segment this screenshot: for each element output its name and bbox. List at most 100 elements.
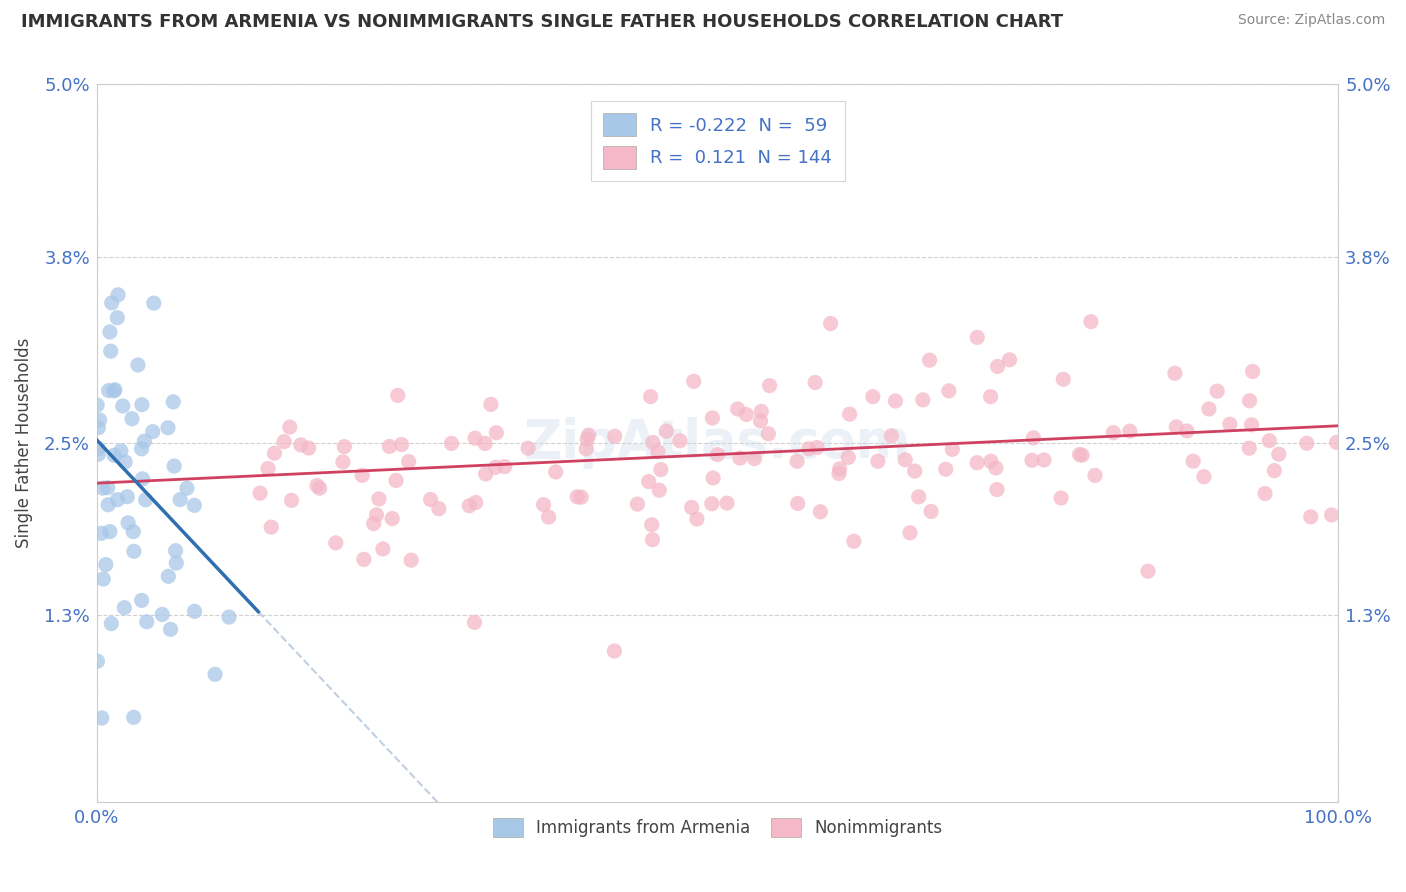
Point	[91, 481, 114, 495]
Point	[135, 492, 157, 507]
Point	[484, 460, 506, 475]
Point	[907, 490, 929, 504]
Point	[131, 442, 153, 456]
Point	[165, 556, 187, 570]
Point	[533, 498, 555, 512]
Point	[567, 490, 589, 504]
Point	[904, 464, 927, 478]
Point	[150, 607, 173, 622]
Point	[1182, 454, 1205, 468]
Point	[131, 593, 153, 607]
Point	[273, 434, 295, 449]
Point	[112, 600, 135, 615]
Point	[94, 558, 117, 572]
Point	[728, 451, 751, 466]
Point	[575, 442, 598, 456]
Point	[1166, 420, 1188, 434]
Point	[1258, 434, 1281, 448]
Point	[935, 462, 957, 476]
Point	[131, 472, 153, 486]
Point	[576, 433, 599, 447]
Point	[117, 516, 139, 530]
Point	[135, 615, 157, 629]
Point	[1069, 448, 1091, 462]
Point	[866, 454, 889, 468]
Point	[938, 384, 960, 398]
Point	[157, 569, 180, 583]
Point	[641, 435, 664, 450]
Point	[686, 512, 709, 526]
Point	[87, 447, 110, 461]
Point	[749, 414, 772, 428]
Point	[603, 429, 626, 443]
Point	[391, 437, 413, 451]
Point	[263, 446, 285, 460]
Point	[1320, 508, 1343, 522]
Point	[669, 434, 692, 448]
Point	[894, 453, 917, 467]
Point	[626, 497, 648, 511]
Point	[1198, 401, 1220, 416]
Point	[474, 467, 496, 481]
Point	[1299, 509, 1322, 524]
Point	[371, 541, 394, 556]
Text: IMMIGRANTS FROM ARMENIA VS NONIMMIGRANTS SINGLE FATHER HOUSEHOLDS CORRELATION CH: IMMIGRANTS FROM ARMENIA VS NONIMMIGRANTS…	[21, 13, 1063, 31]
Point	[880, 429, 903, 443]
Point	[305, 478, 328, 492]
Point	[727, 402, 749, 417]
Point	[578, 428, 600, 442]
Point	[1050, 491, 1073, 505]
Point	[249, 486, 271, 500]
Point	[257, 461, 280, 475]
Point	[387, 388, 409, 402]
Legend: Immigrants from Armenia, Nonimmigrants: Immigrants from Armenia, Nonimmigrants	[486, 811, 949, 844]
Point	[280, 493, 302, 508]
Point	[1102, 425, 1125, 440]
Point	[569, 490, 592, 504]
Point	[806, 441, 828, 455]
Point	[87, 420, 110, 434]
Point	[162, 395, 184, 409]
Point	[911, 392, 934, 407]
Point	[142, 425, 165, 439]
Point	[103, 448, 125, 462]
Point	[1080, 315, 1102, 329]
Point	[290, 438, 312, 452]
Point	[941, 442, 963, 457]
Point	[1295, 436, 1317, 450]
Point	[122, 544, 145, 558]
Point	[368, 491, 391, 506]
Point	[838, 407, 860, 421]
Point	[333, 440, 356, 454]
Point	[1219, 417, 1241, 432]
Point	[474, 436, 496, 450]
Point	[1206, 384, 1229, 398]
Point	[641, 533, 664, 547]
Point	[183, 499, 205, 513]
Point	[98, 325, 121, 339]
Point	[90, 711, 112, 725]
Point	[1071, 448, 1094, 462]
Point	[797, 442, 820, 456]
Point	[494, 459, 516, 474]
Point	[97, 498, 120, 512]
Point	[716, 496, 738, 510]
Point	[86, 654, 108, 668]
Point	[352, 468, 374, 483]
Point	[440, 436, 463, 450]
Point	[1164, 366, 1187, 380]
Point	[786, 496, 808, 510]
Point	[1032, 453, 1054, 467]
Point	[218, 610, 240, 624]
Point	[918, 353, 941, 368]
Point	[786, 454, 808, 468]
Point	[111, 399, 134, 413]
Point	[756, 426, 779, 441]
Point	[278, 420, 301, 434]
Point	[1254, 486, 1277, 500]
Point	[1241, 364, 1264, 378]
Point	[1239, 393, 1261, 408]
Point	[165, 543, 187, 558]
Point	[1119, 424, 1142, 438]
Point	[131, 398, 153, 412]
